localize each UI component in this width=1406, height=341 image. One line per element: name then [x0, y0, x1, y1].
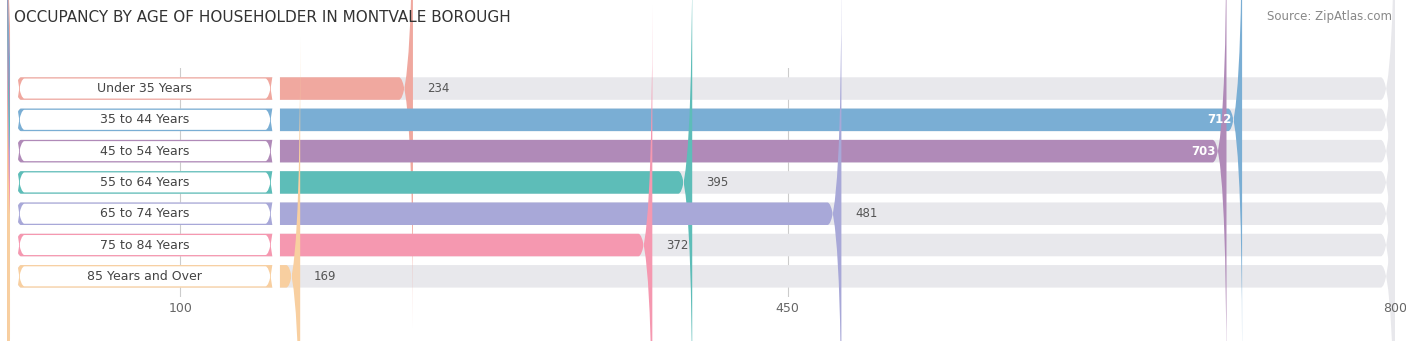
- FancyBboxPatch shape: [10, 0, 280, 341]
- Text: 35 to 44 Years: 35 to 44 Years: [100, 113, 190, 126]
- FancyBboxPatch shape: [7, 0, 1395, 341]
- FancyBboxPatch shape: [10, 0, 280, 341]
- Text: 55 to 64 Years: 55 to 64 Years: [100, 176, 190, 189]
- Text: 45 to 54 Years: 45 to 54 Years: [100, 145, 190, 158]
- FancyBboxPatch shape: [7, 0, 1395, 341]
- Text: 703: 703: [1192, 145, 1216, 158]
- Text: 65 to 74 Years: 65 to 74 Years: [100, 207, 190, 220]
- FancyBboxPatch shape: [10, 0, 280, 329]
- FancyBboxPatch shape: [7, 37, 301, 341]
- FancyBboxPatch shape: [7, 0, 1395, 328]
- FancyBboxPatch shape: [7, 6, 652, 341]
- FancyBboxPatch shape: [10, 0, 280, 341]
- Text: 85 Years and Over: 85 Years and Over: [87, 270, 202, 283]
- FancyBboxPatch shape: [10, 0, 280, 341]
- FancyBboxPatch shape: [7, 0, 841, 341]
- Text: Source: ZipAtlas.com: Source: ZipAtlas.com: [1267, 10, 1392, 23]
- FancyBboxPatch shape: [7, 37, 1395, 341]
- FancyBboxPatch shape: [7, 0, 1395, 341]
- FancyBboxPatch shape: [10, 36, 280, 341]
- Text: Under 35 Years: Under 35 Years: [97, 82, 193, 95]
- Text: OCCUPANCY BY AGE OF HOUSEHOLDER IN MONTVALE BOROUGH: OCCUPANCY BY AGE OF HOUSEHOLDER IN MONTV…: [14, 10, 510, 25]
- Text: 169: 169: [314, 270, 336, 283]
- Text: 395: 395: [706, 176, 728, 189]
- FancyBboxPatch shape: [10, 5, 280, 341]
- FancyBboxPatch shape: [7, 0, 413, 328]
- Text: 372: 372: [666, 239, 689, 252]
- FancyBboxPatch shape: [7, 0, 692, 341]
- Text: 481: 481: [855, 207, 877, 220]
- FancyBboxPatch shape: [7, 0, 1395, 341]
- FancyBboxPatch shape: [7, 0, 1241, 341]
- Text: 712: 712: [1208, 113, 1232, 126]
- Text: 234: 234: [427, 82, 449, 95]
- Text: 75 to 84 Years: 75 to 84 Years: [100, 239, 190, 252]
- FancyBboxPatch shape: [7, 6, 1395, 341]
- FancyBboxPatch shape: [7, 0, 1226, 341]
